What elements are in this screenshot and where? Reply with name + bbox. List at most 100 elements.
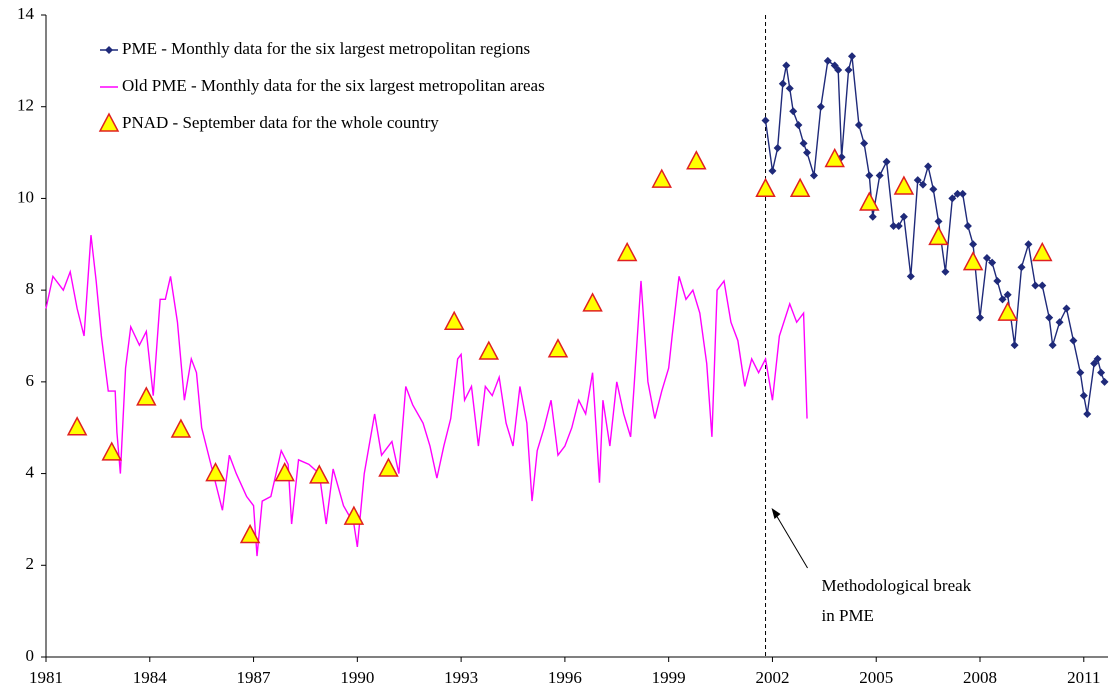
point <box>997 301 1018 321</box>
point <box>859 191 880 211</box>
point <box>239 523 261 544</box>
series-line <box>764 56 1106 415</box>
point <box>824 147 845 168</box>
point <box>860 139 869 148</box>
annotation-arrow <box>775 513 808 569</box>
x-tick-label: 2005 <box>859 668 893 687</box>
point <box>1076 368 1085 377</box>
point <box>1048 341 1057 350</box>
point <box>101 441 122 461</box>
point <box>963 221 972 230</box>
point <box>893 175 915 195</box>
x-tick-label: 1984 <box>133 668 168 687</box>
point <box>844 66 853 75</box>
x-tick-label: 2008 <box>963 668 997 687</box>
point <box>848 52 857 61</box>
point <box>889 221 898 230</box>
point <box>309 464 330 484</box>
point <box>1010 341 1019 350</box>
x-tick-label: 1999 <box>652 668 686 687</box>
annotation-arrowhead <box>771 508 781 519</box>
point <box>778 79 787 88</box>
point <box>98 112 120 132</box>
point <box>205 461 226 482</box>
x-tick-label: 2002 <box>755 668 789 687</box>
point <box>969 240 978 249</box>
point <box>768 166 777 175</box>
point <box>998 295 1007 304</box>
point <box>773 143 782 152</box>
point <box>755 177 776 198</box>
point <box>616 241 638 262</box>
y-tick-label: 8 <box>26 279 35 298</box>
point <box>988 258 997 267</box>
x-tick-label: 1981 <box>29 668 63 687</box>
x-tick-label: 1987 <box>237 668 272 687</box>
point <box>882 157 891 166</box>
point <box>794 121 803 130</box>
point <box>478 340 500 360</box>
point <box>918 180 927 189</box>
point <box>1093 354 1102 363</box>
x-tick-label: 1996 <box>548 668 582 687</box>
y-tick-label: 12 <box>17 96 34 115</box>
point <box>934 217 943 226</box>
point <box>1045 313 1054 322</box>
point <box>1069 336 1078 345</box>
point <box>789 107 798 116</box>
point <box>1100 377 1109 386</box>
point <box>982 254 991 263</box>
point <box>789 177 811 198</box>
point <box>868 212 877 221</box>
point <box>875 171 884 180</box>
point <box>865 171 874 180</box>
y-tick-label: 6 <box>26 371 35 390</box>
point <box>1024 240 1033 249</box>
y-tick-label: 14 <box>17 4 35 23</box>
point <box>1062 304 1071 313</box>
point <box>928 225 949 246</box>
point <box>924 162 933 171</box>
point <box>1031 281 1040 290</box>
point <box>854 121 863 130</box>
point <box>823 56 832 65</box>
x-tick-label: 1993 <box>444 668 478 687</box>
point <box>785 84 794 93</box>
point <box>782 61 791 70</box>
point <box>1055 318 1064 327</box>
y-tick-label: 10 <box>17 187 34 206</box>
point <box>913 176 922 185</box>
point <box>941 267 950 276</box>
point <box>582 292 603 312</box>
annotation: in PME <box>822 606 874 625</box>
point <box>834 66 843 75</box>
point <box>1083 409 1092 418</box>
y-tick-label: 0 <box>26 646 35 665</box>
point <box>443 310 465 330</box>
point <box>761 116 770 125</box>
point <box>136 386 157 406</box>
legend-label: PNAD - September data for the whole coun… <box>122 113 439 132</box>
series-line <box>45 235 808 557</box>
point <box>170 418 192 438</box>
point <box>809 171 818 180</box>
y-tick-label: 2 <box>26 554 35 573</box>
point <box>958 189 967 198</box>
point <box>105 46 113 54</box>
point <box>953 189 962 198</box>
annotation: Methodological break <box>822 576 972 595</box>
point <box>1079 391 1088 400</box>
point <box>1017 263 1026 272</box>
legend-label: Old PME - Monthly data for the six large… <box>122 76 545 95</box>
point <box>1038 281 1047 290</box>
point <box>66 416 88 436</box>
point <box>830 61 839 70</box>
x-tick-label: 1990 <box>340 668 374 687</box>
point <box>686 150 707 170</box>
point <box>816 102 825 111</box>
legend-label: PME - Monthly data for the six largest m… <box>122 39 530 58</box>
point <box>799 139 808 148</box>
y-tick-label: 4 <box>26 462 35 481</box>
x-tick-label: 2011 <box>1067 668 1100 687</box>
point <box>962 251 984 271</box>
